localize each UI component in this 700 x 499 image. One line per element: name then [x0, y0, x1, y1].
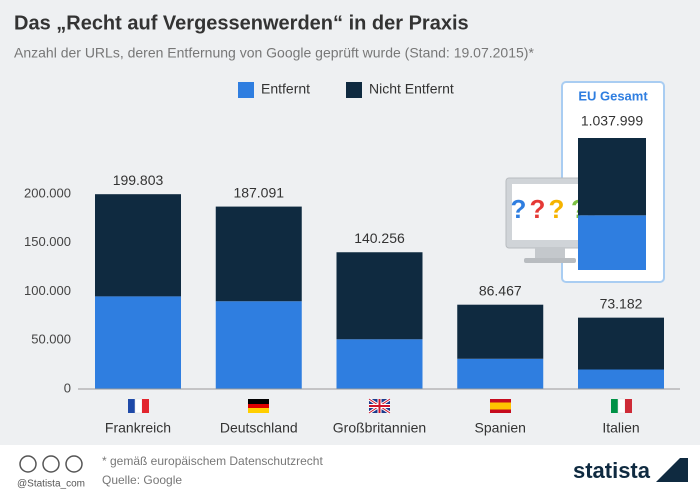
- legend-label: Nicht Entfernt: [369, 81, 454, 97]
- handle: @Statista_com: [17, 479, 85, 490]
- y-tick-label: 100.000: [24, 283, 71, 298]
- x-tick-label: Spanien: [475, 420, 526, 436]
- flag-uk: [368, 397, 391, 415]
- y-tick-label: 0: [64, 380, 71, 395]
- total-label: 73.182: [600, 295, 643, 311]
- eu-bar-segment: [578, 215, 646, 270]
- y-tick-label: 50.000: [31, 332, 71, 347]
- bar-segment: [215, 206, 302, 302]
- svg-text:? ? ? ?: ? ? ? ?: [510, 194, 587, 224]
- footer-band: [0, 445, 700, 499]
- brand: statista: [573, 458, 651, 483]
- legend-swatch: [238, 82, 254, 98]
- x-tick-label: Italien: [602, 420, 639, 436]
- x-tick-label: Frankreich: [105, 420, 171, 436]
- bar-segment: [457, 358, 544, 389]
- legend-swatch: [346, 82, 362, 98]
- eu-label: EU Gesamt: [578, 88, 648, 103]
- symbol: ?: [548, 194, 564, 224]
- legend-label: Entfernt: [261, 81, 310, 97]
- source: Quelle: Google: [102, 473, 182, 487]
- x-tick-label: Deutschland: [220, 420, 298, 436]
- bar-segment: [215, 301, 302, 389]
- chart-title: Das „Recht auf Vergessenwerden“ in der P…: [14, 12, 469, 34]
- symbol: ?: [510, 194, 526, 224]
- brand-icon: [656, 458, 688, 482]
- total-label: 140.256: [354, 230, 405, 246]
- x-tick-label: Großbritannien: [333, 420, 426, 436]
- flag-es: [490, 399, 511, 413]
- bar-segment: [336, 339, 423, 389]
- eu-bar-segment: [578, 138, 646, 216]
- symbol: ?: [529, 194, 545, 224]
- cc-icons: [19, 455, 83, 473]
- footnote: * gemäß europäischem Datenschutzrecht: [102, 454, 323, 468]
- bar-segment: [336, 252, 423, 340]
- flag-de: [248, 399, 269, 413]
- y-tick-label: 150.000: [24, 234, 71, 249]
- y-tick-label: 200.000: [24, 185, 71, 200]
- eu-total-label: 1.037.999: [581, 113, 643, 129]
- bar-segment: [95, 194, 181, 297]
- chart-subtitle: Anzahl der URLs, deren Entfernung von Go…: [14, 45, 534, 61]
- total-label: 86.467: [479, 282, 522, 298]
- total-label: 199.803: [113, 172, 164, 188]
- bar-segment: [578, 317, 664, 370]
- flag-it: [611, 398, 632, 414]
- total-label: 187.091: [233, 184, 284, 200]
- flag-fr: [128, 398, 149, 414]
- bar-segment: [457, 304, 544, 359]
- bar-segment: [578, 369, 664, 389]
- bar-segment: [95, 296, 181, 389]
